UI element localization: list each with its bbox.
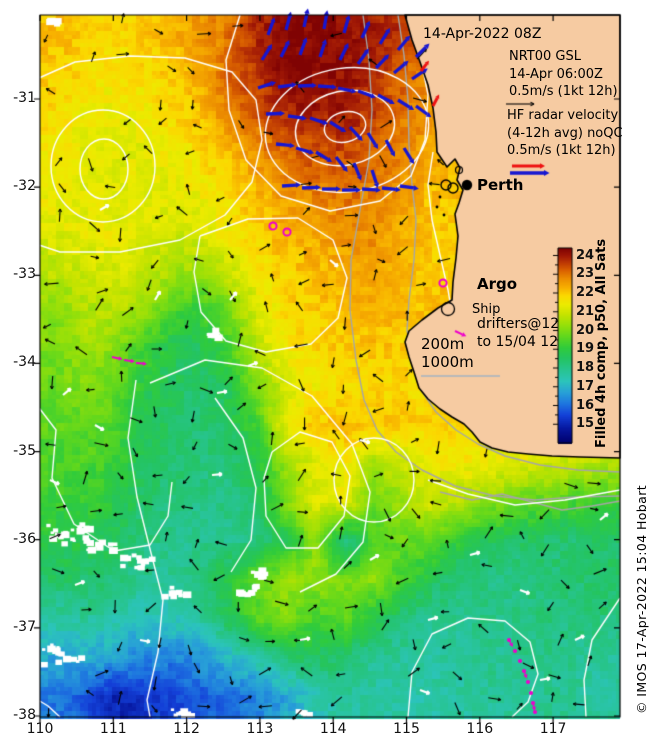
credit-label: © IMOS 17-Apr-2022 15:04 Hobart <box>634 484 649 714</box>
hf-legend-line2: (4-12h avg) noQC <box>507 125 623 141</box>
hf-legend-line1: HF radar velocity <box>507 108 619 123</box>
colorbar-tick-label: 19 <box>576 341 595 357</box>
x-tick-label: 111 <box>99 721 127 737</box>
x-tick-label: 110 <box>26 721 54 737</box>
drifters-legend: drifters@12 to 15/04 12 <box>477 315 559 351</box>
gsl-legend: NRT00 GSL 14-Apr 06:00Z 0.5m/s (1kt 12h) <box>509 48 618 101</box>
gsl-legend-line3: 0.5m/s (1kt 12h) <box>509 84 618 99</box>
depth-label-1000m: 1000m <box>421 353 474 371</box>
colorbar-tick-label: 18 <box>576 360 595 375</box>
x-tick-label: 113 <box>246 721 274 737</box>
x-tick-label: 117 <box>539 721 567 737</box>
colorbar-tick-label: 24 <box>576 247 595 263</box>
hf-radar-legend: HF radar velocity (4-12h avg) noQC 0.5m/… <box>507 107 623 160</box>
y-tick-label: -34 <box>13 354 36 371</box>
argo-legend-label: Argo <box>477 275 518 293</box>
y-tick-label: -33 <box>13 266 36 283</box>
colorbar-title: Filled 4h comp, p50, All Sats <box>594 238 609 448</box>
colorbar-tick-label: 21 <box>576 303 595 319</box>
depth-label-200m: 200m <box>421 335 465 353</box>
city-label-perth: Perth <box>477 176 524 194</box>
ship-legend-label: Ship <box>472 302 501 317</box>
x-tick-label: 116 <box>466 721 494 737</box>
colorbar-tick-label: 20 <box>576 322 595 338</box>
gsl-legend-line2: 14-Apr 06:00Z <box>509 66 603 82</box>
y-tick-label: -35 <box>13 442 36 459</box>
hf-legend-line3: 0.5m/s (1kt 12h) <box>507 143 616 158</box>
colorbar-tick-label: 22 <box>576 285 595 300</box>
colorbar-tick-label: 17 <box>576 378 595 394</box>
y-tick-label: -37 <box>13 618 36 635</box>
colorbar-tick-label: 15 <box>576 416 595 432</box>
x-tick-label: 114 <box>319 721 347 737</box>
y-tick-label: -36 <box>13 530 36 547</box>
drifters-legend-line1: drifters@12 <box>477 316 560 332</box>
y-tick-label: -32 <box>13 178 36 195</box>
colorbar-tick-label: 16 <box>576 397 595 413</box>
x-tick-label: 112 <box>173 721 200 737</box>
y-tick-label: -38 <box>13 706 36 723</box>
y-tick-label: -31 <box>13 90 36 106</box>
gsl-legend-line1: NRT00 GSL <box>509 49 581 64</box>
colorbar-tick-label: 23 <box>576 266 595 282</box>
map-datetime-label: 14-Apr-2022 08Z <box>423 26 542 42</box>
x-tick-label: 115 <box>393 721 420 737</box>
drifters-legend-line2: to 15/04 12 <box>477 334 559 350</box>
